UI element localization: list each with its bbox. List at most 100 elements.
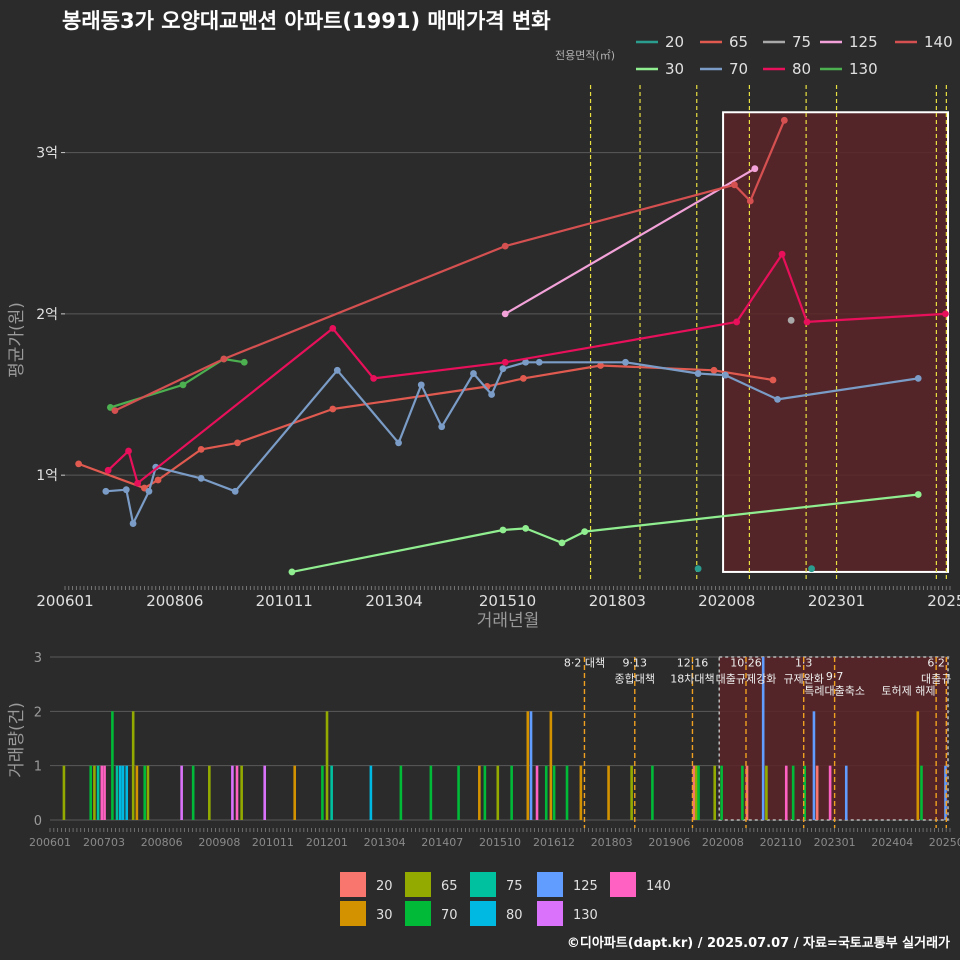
data-point-80: [125, 447, 132, 455]
volume-legend-swatch-70: [405, 901, 431, 926]
volume-bar: [496, 765, 500, 820]
data-point-80: [370, 374, 378, 382]
volume-bar: [535, 765, 539, 820]
data-point-140: [746, 197, 754, 205]
legend-label-30: 30: [665, 60, 684, 78]
volume-bar: [483, 765, 487, 820]
volume-y-axis-label: 거래량(건): [7, 702, 27, 778]
volume-x-tick-label: 200908: [198, 836, 240, 849]
price-legend: 20 65 75 125 140 30 70 80 130: [636, 33, 953, 78]
volume-bar: [135, 765, 139, 820]
legend-label-75: 75: [792, 33, 811, 51]
volume-bar: [803, 765, 807, 820]
volume-x-tick-label: 202301: [814, 836, 856, 849]
data-point-80: [778, 250, 786, 258]
volume-bar: [510, 765, 513, 820]
data-point-65: [710, 366, 718, 374]
volume-annotation: 규제완화: [783, 673, 823, 686]
data-point-30: [558, 539, 566, 547]
data-point-70: [488, 391, 496, 398]
price-x-tick-label: 201803: [589, 592, 646, 610]
volume-x-tick-label: 200601: [29, 836, 71, 849]
legend-label-125: 125: [849, 33, 878, 51]
volume-legend-swatch-130: [537, 901, 563, 926]
volume-legend-swatch-30: [340, 901, 366, 926]
volume-x-tick-label: 202110: [760, 836, 802, 849]
volume-bar: [121, 765, 125, 820]
volume-y-tick-label: 2: [34, 705, 42, 720]
volume-bar: [549, 711, 553, 820]
legend-label-65: 65: [729, 33, 748, 51]
volume-y-tick-label: 3: [34, 651, 42, 666]
volume-annotation: 종합대책: [615, 673, 655, 686]
volume-highlight-box: [718, 656, 949, 821]
volume-annotation: 9·7: [826, 670, 844, 683]
volume-bar: [844, 765, 848, 820]
volume-bar: [240, 765, 243, 820]
volume-bar: [565, 765, 569, 820]
volume-annotation: 대출규제강화: [716, 673, 777, 686]
series-30: [288, 491, 922, 576]
data-point-65: [769, 376, 777, 384]
volume-annotation: 토허제 해제: [881, 684, 935, 698]
volume-bar: [526, 711, 530, 820]
volume-annotation: 6·2: [927, 656, 945, 669]
volume-y-tick-label: 0: [34, 814, 42, 829]
data-point-130: [179, 381, 187, 389]
volume-legend-label-20: 20: [376, 879, 393, 894]
price-x-tick-label: 201304: [365, 592, 422, 610]
volume-bar: [478, 765, 481, 820]
volume-annotation: 10·26: [730, 656, 762, 669]
data-point-140: [731, 181, 738, 189]
volume-x-tick-label: 201011: [252, 836, 294, 849]
series-line-80: [107, 253, 946, 485]
volume-bar: [93, 765, 96, 820]
volume-bar: [607, 765, 610, 820]
volume-bar: [103, 765, 106, 820]
data-point-20: [808, 565, 815, 573]
volume-x-tick-label: 201612: [533, 836, 575, 849]
price-y-tick-label: 2억: [36, 307, 58, 323]
volume-annotation: 18차대책: [670, 673, 714, 686]
volume-bar: [720, 765, 723, 820]
volume-bar: [89, 765, 93, 820]
data-point-65: [154, 476, 162, 484]
data-point-65: [234, 439, 241, 447]
volume-legend-label-140: 140: [646, 879, 671, 894]
price-x-tick-label: 200806: [146, 592, 203, 610]
data-point-75: [787, 316, 795, 324]
data-point-140: [111, 407, 119, 415]
legend-label-70: 70: [729, 60, 748, 78]
series-line-125: [504, 167, 756, 315]
volume-bar: [293, 765, 297, 820]
volume-bar: [143, 765, 147, 820]
chart-title: 봉래동3가 오양대교맨션 아파트(1991) 매매가격 변화: [62, 9, 551, 33]
volume-bar: [920, 765, 923, 820]
data-point-70: [470, 370, 477, 377]
series-70: [102, 358, 922, 527]
volume-bar: [325, 711, 329, 820]
volume-bar: [745, 765, 749, 820]
volume-annotation: 대출규: [921, 673, 951, 686]
volume-x-tick-label: 201906: [648, 836, 690, 849]
volume-bar: [694, 765, 698, 820]
data-point-70: [102, 487, 110, 495]
data-point-70: [145, 487, 153, 495]
volume-legend-label-130: 130: [573, 908, 598, 923]
volume-x-tick-label: 201201: [306, 836, 348, 849]
volume-bar: [579, 765, 583, 820]
volume-annotations: 8·2 대책 9·13 종합대책 12·16 18차대책 10·26 대출규제강화 1·3 규제…: [564, 656, 951, 697]
volume-x-tick-label: 20250: [929, 836, 960, 849]
volume-bar: [765, 765, 768, 820]
data-point-140: [501, 242, 509, 250]
volume-annotation: 8·2 대책: [564, 656, 605, 669]
volume-bar: [529, 711, 533, 820]
data-point-70: [129, 520, 137, 527]
data-point-80: [733, 318, 741, 326]
series-65: [75, 362, 777, 492]
data-point-70: [122, 486, 130, 494]
volume-x-tick-label: 201510: [479, 836, 521, 849]
volume-bar: [916, 711, 920, 820]
volume-bar: [713, 765, 717, 820]
volume-legend-swatch-65: [405, 872, 431, 897]
